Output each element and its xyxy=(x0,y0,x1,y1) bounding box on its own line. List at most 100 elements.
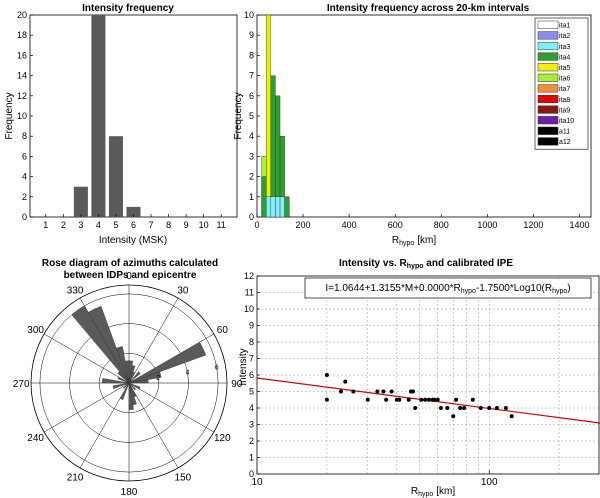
chart3-title-line1: Rose diagram of azimuths calculated xyxy=(42,258,218,269)
rose-angle-label: 180 xyxy=(121,487,138,498)
chart1-ytick-label: 2 xyxy=(22,192,27,202)
chart4-title: Intensity vs. Rhypo and calibrated IPE xyxy=(339,258,513,270)
chart2-legend-swatch xyxy=(537,94,559,104)
chart2-xtick-label: 0 xyxy=(254,220,259,230)
rose-angle-label: 60 xyxy=(217,325,229,336)
chart1-xtick-label: 8 xyxy=(166,220,171,230)
chart4-point xyxy=(343,379,348,384)
chart2-title: Intensity frequency across 20-km interva… xyxy=(327,3,530,14)
rose-sector xyxy=(128,382,137,391)
chart2-ytick-label: 7 xyxy=(249,71,254,81)
chart3-title-line2: between IDPs and epicentre xyxy=(64,270,197,281)
chart4-ylabel: Intensity xyxy=(238,348,249,385)
rose-sector xyxy=(119,382,130,401)
chart2-legend-label: ita2 xyxy=(559,33,570,40)
chart2-ylabel: Frequency xyxy=(233,92,244,139)
chart2-bar-ita4 xyxy=(284,196,290,218)
chart2-legend-swatch xyxy=(537,20,559,29)
chart2-legend-swatch xyxy=(537,52,559,61)
chart4-plot-area xyxy=(256,275,600,475)
chart4-ytick-label: 6 xyxy=(249,370,254,380)
rose-diagram-chart: Rose diagram of azimuths calculated betw… xyxy=(13,258,243,498)
chart4-point xyxy=(338,389,343,394)
chart4-point xyxy=(445,406,450,410)
chart2-legend-label: ita1 xyxy=(559,23,570,30)
chart4-point xyxy=(458,406,463,410)
chart4-point xyxy=(426,397,431,402)
chart4-point xyxy=(384,397,389,402)
chart2-ytick-label: 5 xyxy=(249,111,254,121)
rose-radial-label: 2 xyxy=(156,375,160,382)
chart4-xtick-label: 10 xyxy=(251,477,263,488)
chart1-ytick-label: 14 xyxy=(17,71,27,81)
chart2-ytick-label: 10 xyxy=(244,10,254,20)
chart2-legend-swatch xyxy=(537,126,559,135)
chart1-xtick-label: 11 xyxy=(217,220,226,230)
chart2-bar-ita3 xyxy=(270,196,276,218)
rose-angle-label: 210 xyxy=(67,472,84,483)
chart1-plot-area xyxy=(29,14,238,218)
rose-angle-label: 270 xyxy=(13,379,30,390)
chart2-xtick-label: 600 xyxy=(388,220,403,230)
chart4-point xyxy=(351,389,356,394)
chart2-legend-swatch xyxy=(537,41,559,51)
rose-spoke xyxy=(128,298,179,384)
rose-sector xyxy=(128,382,141,390)
chart2-xtick-label: 200 xyxy=(296,220,311,230)
chart4-point xyxy=(324,397,329,402)
chart4-xlabel: Rhypo [km] xyxy=(411,486,456,498)
chart1-bar xyxy=(126,206,141,217)
chart1-xtick-label: 6 xyxy=(131,220,136,230)
chart1-ytick-label: 12 xyxy=(17,91,27,101)
chart2-bar-ita3 xyxy=(266,196,272,218)
chart1-ylabel: Frequency xyxy=(4,92,15,139)
chart4-ytick-label: 8 xyxy=(249,337,254,347)
distance-histogram-chart: Intensity frequency across 20-km interva… xyxy=(233,3,592,247)
rose-angle-label: 120 xyxy=(214,433,231,444)
chart1-bar xyxy=(91,15,106,217)
chart4-ytick-label: 12 xyxy=(244,271,254,281)
chart4-point xyxy=(509,414,514,419)
chart2-bar-ita3 xyxy=(279,196,285,218)
chart2-legend-swatch xyxy=(537,137,559,146)
chart1-ytick-label: 8 xyxy=(22,131,27,141)
chart4-equation-part: -1.7500*Log10(R xyxy=(476,283,552,294)
chart1-xtick-label: 5 xyxy=(113,220,118,230)
chart2-xtick-label: 1000 xyxy=(477,220,497,230)
chart2-legend-swatch xyxy=(537,105,559,114)
chart4-xtick-label: 100 xyxy=(481,477,498,488)
chart2-legend-swatch xyxy=(537,31,559,40)
rose-angle-label: 90 xyxy=(231,379,243,390)
chart4-point xyxy=(413,406,418,410)
chart4-ytick-label: 11 xyxy=(245,288,254,298)
chart2-legend-swatch xyxy=(537,84,559,93)
chart1-xtick-label: 3 xyxy=(78,220,83,230)
chart2-ytick-label: 8 xyxy=(249,50,254,60)
chart1-ytick-label: 18 xyxy=(17,30,27,40)
chart2-legend-label: ita8 xyxy=(559,97,570,104)
chart2-legend-swatch xyxy=(537,116,559,125)
chart2-ytick-label: 4 xyxy=(249,131,254,141)
chart4-ytick-label: 7 xyxy=(249,354,254,364)
chart2-xtick-label: 1200 xyxy=(523,220,543,230)
rose-sector xyxy=(128,379,149,384)
rose-sector xyxy=(116,346,130,384)
chart1-ytick-label: 20 xyxy=(17,10,27,20)
chart4-equation-part: I=1.0644+1.3155*M+0.0000*R xyxy=(325,283,460,294)
rose-sector xyxy=(112,382,130,389)
chart4-ytick-label: 4 xyxy=(249,403,254,413)
chart4-ytick-label: 3 xyxy=(249,420,254,430)
chart4-point xyxy=(411,389,416,394)
chart4-point xyxy=(435,397,440,402)
rose-sector xyxy=(124,360,130,384)
chart2-ytick-label: 1 xyxy=(249,192,254,202)
rose-spoke xyxy=(128,382,179,468)
chart4-point xyxy=(439,406,444,410)
chart2-ytick-label: 0 xyxy=(249,212,254,222)
chart4-point xyxy=(487,406,492,410)
chart2-legend-label: ita5 xyxy=(559,65,570,72)
chart4-point xyxy=(365,397,370,402)
chart4-point xyxy=(451,414,456,419)
chart1-xtick-label: 2 xyxy=(61,220,66,230)
chart4-equation-part: ) xyxy=(567,283,570,294)
